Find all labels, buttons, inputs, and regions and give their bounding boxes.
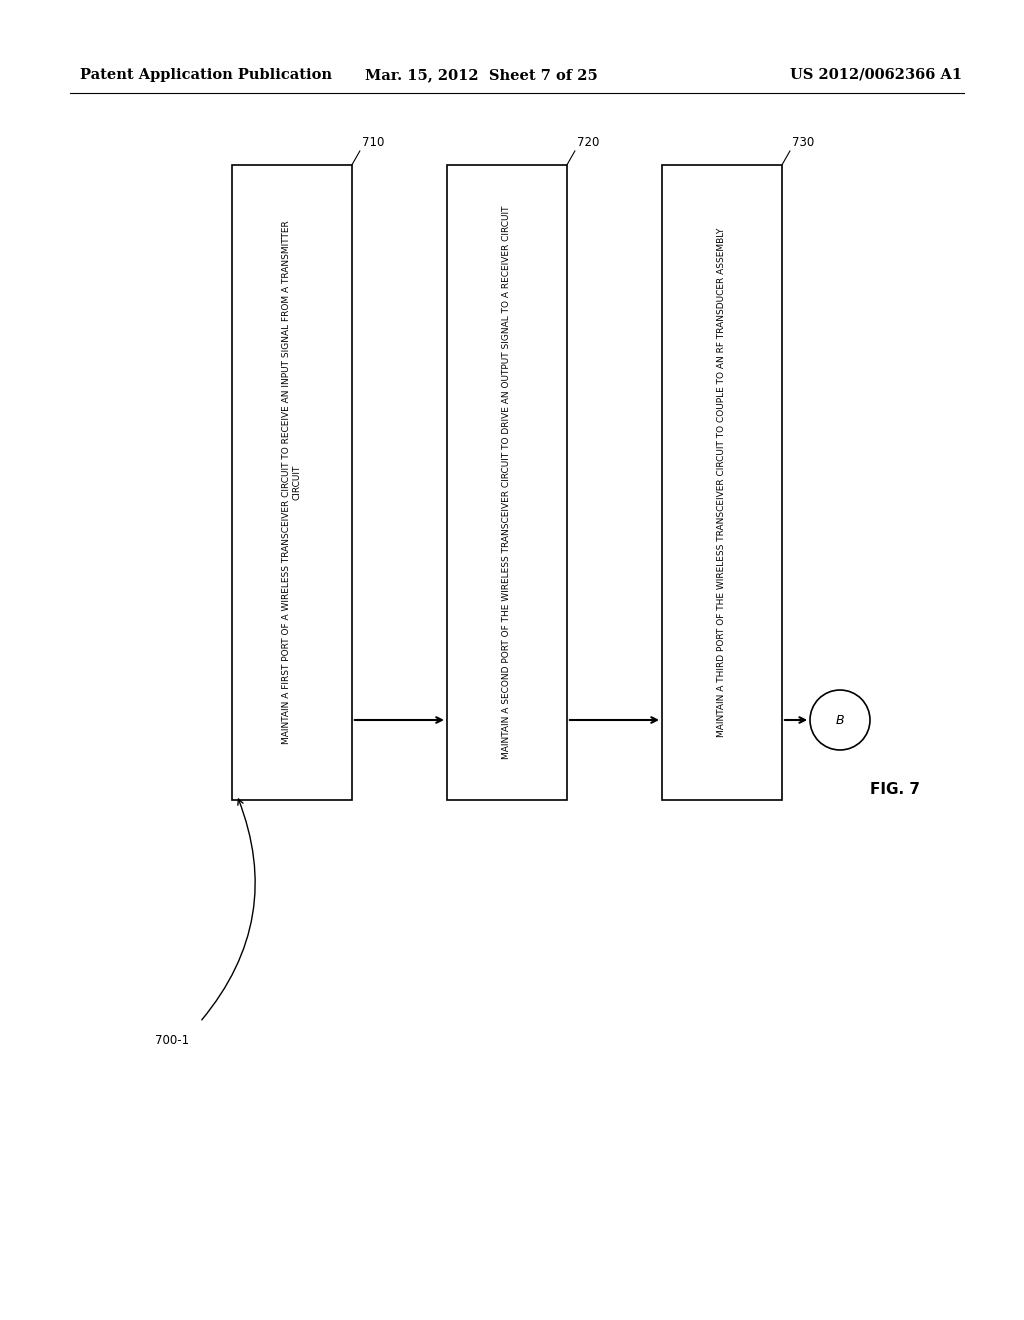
- Text: MAINTAIN A SECOND PORT OF THE WIRELESS TRANSCEIVER CIRCUIT TO DRIVE AN OUTPUT SI: MAINTAIN A SECOND PORT OF THE WIRELESS T…: [503, 206, 511, 759]
- Text: MAINTAIN A FIRST PORT OF A WIRELESS TRANSCEIVER CIRCUIT TO RECEIVE AN INPUT SIGN: MAINTAIN A FIRST PORT OF A WIRELESS TRAN…: [283, 220, 301, 744]
- Text: 720: 720: [577, 136, 599, 149]
- Text: 730: 730: [792, 136, 814, 149]
- Bar: [446, 165, 567, 800]
- Bar: [662, 165, 782, 800]
- Text: 710: 710: [361, 136, 384, 149]
- Text: 700-1: 700-1: [155, 1034, 189, 1047]
- Bar: [231, 165, 352, 800]
- Text: US 2012/0062366 A1: US 2012/0062366 A1: [791, 69, 963, 82]
- Text: B: B: [836, 714, 845, 726]
- Text: Patent Application Publication: Patent Application Publication: [80, 69, 332, 82]
- Text: MAINTAIN A THIRD PORT OF THE WIRELESS TRANSCEIVER CIRCUIT TO COUPLE TO AN RF TRA: MAINTAIN A THIRD PORT OF THE WIRELESS TR…: [718, 228, 726, 737]
- Text: FIG. 7: FIG. 7: [870, 783, 920, 797]
- Text: Mar. 15, 2012  Sheet 7 of 25: Mar. 15, 2012 Sheet 7 of 25: [365, 69, 598, 82]
